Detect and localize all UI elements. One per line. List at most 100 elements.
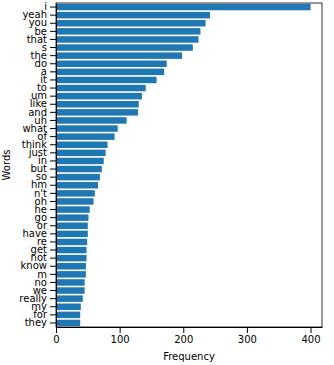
bar (56, 44, 193, 50)
x-tick: 0 (53, 327, 59, 345)
bar (56, 36, 199, 42)
bar (56, 271, 86, 277)
x-tick: 400 (301, 327, 320, 345)
y-tick-mark (50, 96, 56, 97)
bars (56, 4, 311, 326)
bar (56, 279, 85, 285)
y-tick-mark (50, 23, 56, 24)
bar (56, 4, 311, 10)
y-tick-mark (50, 193, 56, 194)
bar (56, 125, 118, 131)
y-tick-mark (50, 104, 56, 105)
y-tick-mark (50, 217, 56, 218)
y-tick-mark (50, 136, 56, 137)
plot: 0 100 200 300 400 iyeahyoubethatsthedoaittoum… (19, 1, 322, 345)
y-tick-mark (50, 7, 56, 8)
y-tick-mark (50, 39, 56, 40)
bar (56, 93, 142, 99)
y-tick-mark (50, 71, 56, 72)
y-tick-mark (50, 160, 56, 161)
y-tick-mark (50, 209, 56, 210)
y-tick-mark (50, 290, 56, 291)
y-tick-mark (50, 282, 56, 283)
bar (56, 206, 90, 212)
y-tick-mark (50, 306, 56, 307)
y-tick-mark (50, 274, 56, 275)
bar (56, 214, 88, 220)
bar (56, 255, 87, 261)
bar (56, 20, 206, 26)
bar (56, 142, 108, 148)
bar (56, 223, 88, 229)
x-tick: 100 (111, 327, 130, 345)
chart: 0 100 200 300 400 iyeahyoubethatsthedoaittoum… (0, 0, 334, 365)
y-tick-mark (50, 15, 56, 16)
x-tick-label: 200 (174, 334, 193, 345)
bar (56, 231, 88, 237)
bar (56, 133, 115, 139)
bar (56, 247, 87, 253)
y-tick-mark (50, 169, 56, 170)
bar (56, 69, 164, 75)
x-tick: 300 (238, 327, 257, 345)
bar (56, 158, 104, 164)
bar (56, 109, 138, 115)
y-tick-mark (50, 55, 56, 56)
x-tick-label: 100 (111, 334, 130, 345)
y-tick-mark (50, 47, 56, 48)
bar (56, 295, 83, 301)
y-tick-mark (50, 152, 56, 153)
x-tick-mark (120, 327, 121, 333)
y-tick-mark (50, 144, 56, 145)
y-tick-mark (50, 298, 56, 299)
y-tick-mark (50, 63, 56, 64)
bar (56, 101, 139, 107)
y-tick-mark (50, 112, 56, 113)
y-tick-label: they (25, 317, 47, 328)
y-tick-mark (50, 88, 56, 89)
bar (56, 182, 98, 188)
bar (56, 239, 87, 245)
bar (56, 117, 127, 123)
bar (56, 312, 80, 318)
x-tick-label: 400 (301, 334, 320, 345)
bar (56, 85, 146, 91)
y-tick-mark (50, 128, 56, 129)
frame (56, 3, 322, 327)
y-tick-mark (50, 258, 56, 259)
bar (56, 166, 102, 172)
y-tick-mark (50, 225, 56, 226)
x-axis-line (57, 327, 323, 328)
y-tick-mark (50, 322, 56, 323)
x-tick-mark (56, 327, 57, 333)
bar (56, 263, 86, 269)
x-tick-label: 300 (238, 334, 257, 345)
x-tick-mark (183, 327, 184, 333)
bar (56, 150, 106, 156)
bar (56, 198, 94, 204)
bar (56, 190, 95, 196)
x-tick-mark (311, 327, 312, 333)
y-tick: they (25, 317, 56, 328)
x-tick-mark (247, 327, 248, 333)
y-axis-title: Words (1, 150, 12, 181)
x-tick-label: 0 (53, 334, 59, 345)
y-axis: iyeahyoubethatsthedoaittoumlikeanduhwhat… (19, 1, 56, 328)
y-axis-line (56, 4, 57, 328)
y-tick-mark (50, 233, 56, 234)
bar (56, 52, 182, 58)
x-tick: 200 (174, 327, 193, 345)
bar (56, 320, 80, 326)
bar (56, 12, 210, 18)
y-tick-mark (50, 250, 56, 251)
y-tick-mark (50, 120, 56, 121)
y-tick-mark (50, 79, 56, 80)
x-axis: 0 100 200 300 400 (53, 327, 322, 345)
bar (56, 304, 81, 310)
x-axis-title: Frequency (163, 351, 215, 362)
y-tick-mark (50, 241, 56, 242)
y-tick-mark (50, 185, 56, 186)
bar (56, 61, 167, 67)
bar (56, 77, 157, 83)
y-tick-mark (50, 177, 56, 178)
